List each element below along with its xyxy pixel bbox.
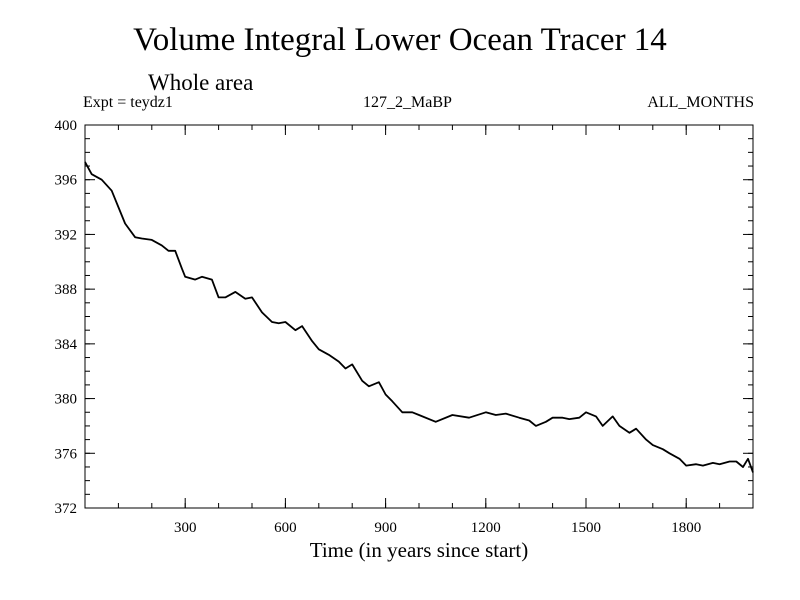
y-tick-label: 380 xyxy=(55,392,78,408)
y-tick-label: 396 xyxy=(55,173,78,189)
series-line xyxy=(84,161,754,473)
y-tick-label: 376 xyxy=(55,446,78,462)
x-tick-label: 900 xyxy=(374,520,397,536)
chart-title: Volume Integral Lower Ocean Tracer 14 xyxy=(133,22,667,58)
chart-subtitle: Whole area xyxy=(148,70,254,95)
axis-tick-labels: 300 600 900 1200 1500 1800 372 376 380 384 388 392 3… xyxy=(55,118,702,536)
x-axis-label: Time (in years since start) xyxy=(309,538,529,562)
plot-frame xyxy=(84,124,754,509)
axis-ticks xyxy=(85,124,753,509)
y-tick-label: 392 xyxy=(55,227,78,243)
y-tick-label: 372 xyxy=(55,501,78,517)
y-tick-label: 384 xyxy=(55,337,78,353)
x-tick-label: 1200 xyxy=(471,520,501,536)
x-tick-label: 300 xyxy=(174,520,197,536)
y-tick-label: 388 xyxy=(55,282,78,298)
x-tick-label: 1500 xyxy=(571,520,601,536)
experiment-label: Expt = teydz1 xyxy=(83,94,173,111)
period-label: ALL_MONTHS xyxy=(647,94,754,111)
y-tick-label: 400 xyxy=(55,118,78,134)
x-tick-label: 1800 xyxy=(671,520,701,536)
case-label: 127_2_MaBP xyxy=(363,94,452,111)
x-tick-label: 600 xyxy=(274,520,297,536)
